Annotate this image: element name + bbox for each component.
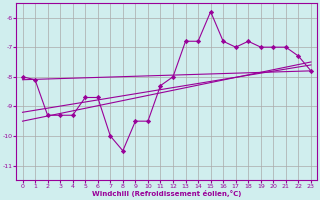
X-axis label: Windchill (Refroidissement éolien,°C): Windchill (Refroidissement éolien,°C) bbox=[92, 190, 241, 197]
